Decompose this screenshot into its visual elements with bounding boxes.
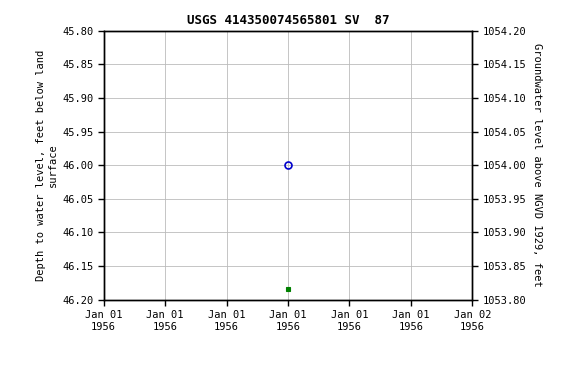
Y-axis label: Depth to water level, feet below land
surface: Depth to water level, feet below land su… [36,50,58,281]
Title: USGS 414350074565801 SV  87: USGS 414350074565801 SV 87 [187,14,389,27]
Y-axis label: Groundwater level above NGVD 1929, feet: Groundwater level above NGVD 1929, feet [532,43,542,287]
